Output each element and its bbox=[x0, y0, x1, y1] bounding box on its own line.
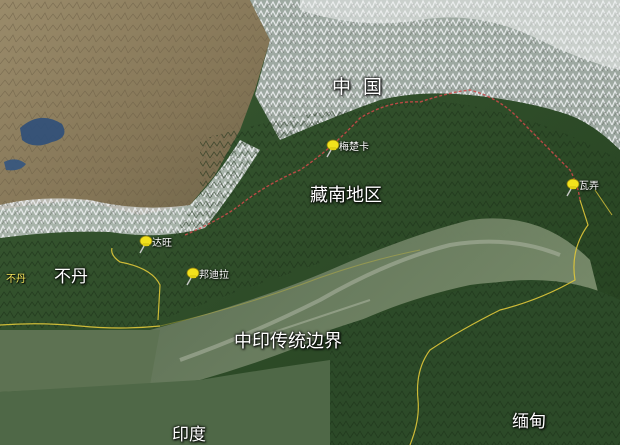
label-traditional-border: 中印传统边界 bbox=[234, 331, 342, 352]
pin-medog[interactable]: 梅楚卡 bbox=[323, 138, 369, 158]
label-india: 印度 bbox=[172, 425, 206, 445]
label-bhutan-small: 不丹 bbox=[6, 274, 26, 285]
pin-walong[interactable]: 瓦弄 bbox=[563, 177, 599, 197]
pushpin-icon bbox=[186, 267, 200, 286]
pushpin-icon bbox=[139, 235, 153, 254]
pushpin-icon bbox=[326, 139, 340, 158]
pin-tawang[interactable]: 达旺 bbox=[136, 234, 172, 254]
label-bhutan: 不丹 bbox=[54, 267, 88, 287]
place-label: 邦迪拉 bbox=[199, 269, 229, 281]
pin-bomdila[interactable]: 邦迪拉 bbox=[183, 266, 229, 286]
place-label: 瓦弄 bbox=[579, 180, 599, 192]
pushpin-icon bbox=[566, 178, 580, 197]
place-label: 梅楚卡 bbox=[339, 141, 369, 153]
label-myanmar: 缅甸 bbox=[512, 412, 546, 432]
label-china: 中 国 bbox=[332, 76, 386, 98]
place-label: 达旺 bbox=[152, 237, 172, 249]
label-south-tibet: 藏南地区 bbox=[310, 185, 382, 206]
